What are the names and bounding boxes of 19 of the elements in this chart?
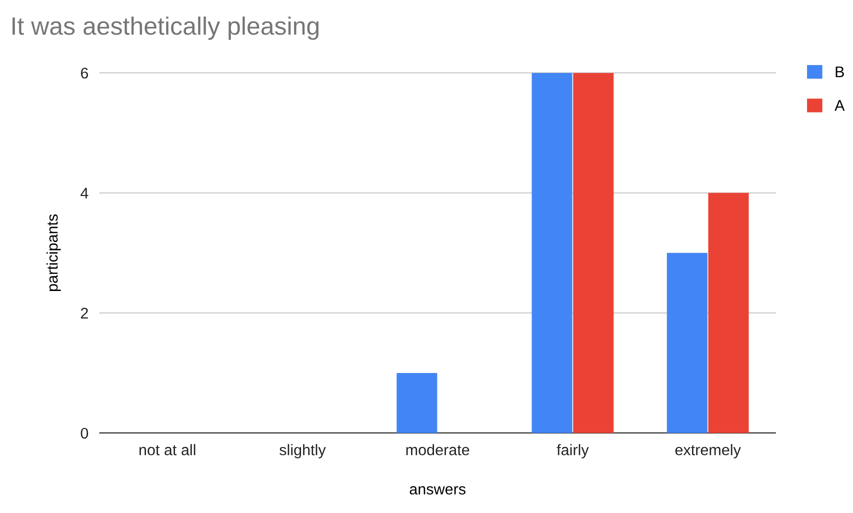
- bar: [666, 252, 708, 433]
- bar: [708, 192, 749, 433]
- x-axis-title: answers: [410, 486, 466, 495]
- legend-label: A: [834, 100, 845, 111]
- x-tick-label: slightly: [280, 444, 326, 458]
- y-axis-title: participants: [46, 214, 61, 291]
- legend-label: B: [836, 66, 844, 78]
- x-tick-label: fairly: [556, 444, 589, 458]
- bar: [396, 372, 438, 433]
- y-tick-label: 4: [80, 188, 88, 198]
- bar: [532, 72, 572, 433]
- y-tick-label: 6: [80, 68, 88, 79]
- bar: [573, 72, 614, 433]
- y-tick-label: 0: [80, 428, 88, 439]
- x-tick-label: moderate: [406, 444, 470, 456]
- y-tick-label: 2: [80, 308, 88, 318]
- x-tick-label: not at all: [140, 444, 196, 456]
- chart-title: It was aesthetically pleasing: [12, 16, 319, 40]
- x-tick-label: extremely: [675, 444, 741, 458]
